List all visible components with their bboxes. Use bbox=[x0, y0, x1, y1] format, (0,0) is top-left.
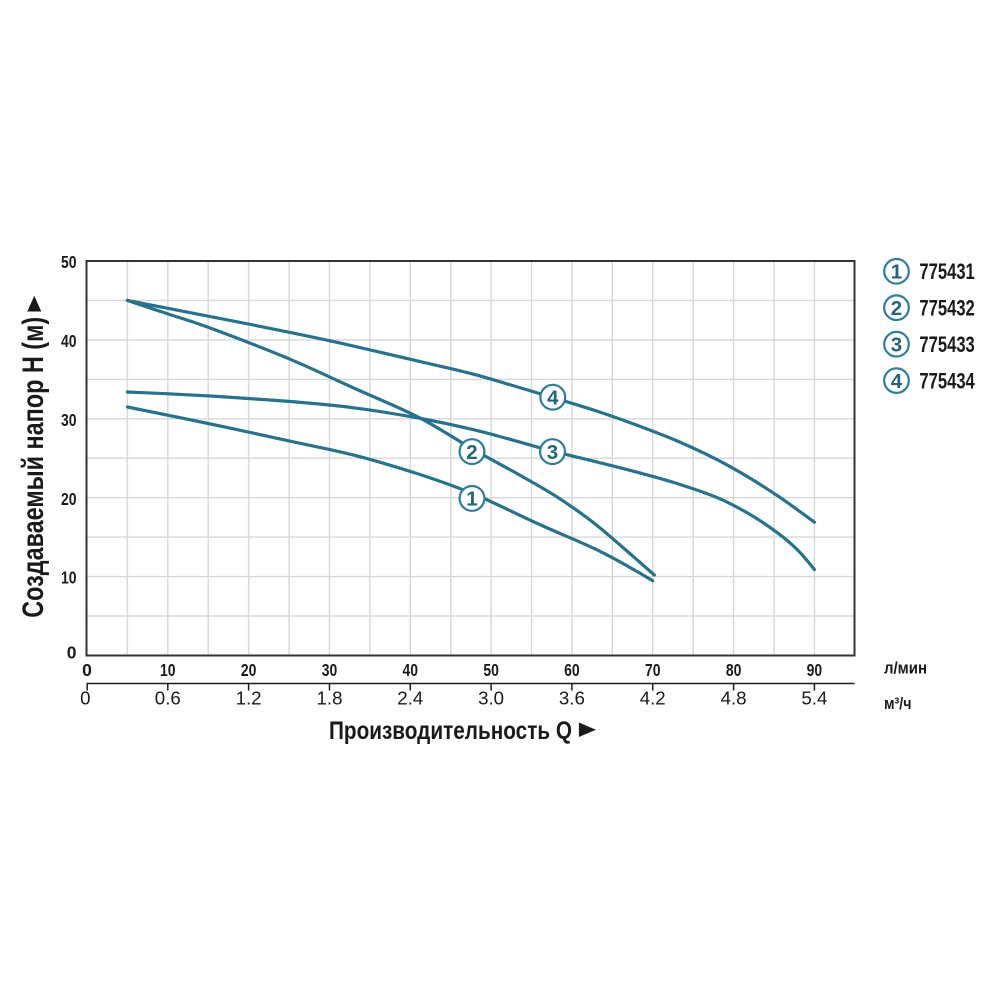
svg-text:4.8: 4.8 bbox=[721, 687, 747, 708]
svg-text:90: 90 bbox=[807, 660, 823, 680]
svg-text:4: 4 bbox=[891, 370, 903, 393]
svg-text:4.2: 4.2 bbox=[640, 687, 666, 708]
svg-text:4: 4 bbox=[547, 387, 559, 410]
svg-text:3: 3 bbox=[891, 334, 902, 357]
svg-text:0.6: 0.6 bbox=[155, 687, 181, 708]
svg-text:3: 3 bbox=[547, 441, 558, 464]
svg-text:2.4: 2.4 bbox=[397, 687, 423, 708]
svg-text:0: 0 bbox=[67, 643, 77, 663]
svg-text:1: 1 bbox=[891, 261, 902, 284]
svg-text:м³/ч: м³/ч bbox=[884, 694, 912, 713]
svg-text:775431: 775431 bbox=[919, 259, 974, 284]
svg-text:2: 2 bbox=[891, 297, 902, 320]
svg-text:1: 1 bbox=[466, 488, 477, 511]
svg-text:50: 50 bbox=[61, 252, 77, 272]
svg-text:40: 40 bbox=[61, 331, 77, 351]
svg-text:20: 20 bbox=[241, 660, 257, 680]
svg-text:10: 10 bbox=[61, 568, 77, 588]
svg-text:775434: 775434 bbox=[919, 368, 975, 393]
svg-text:3.0: 3.0 bbox=[478, 687, 504, 708]
svg-text:2: 2 bbox=[466, 441, 477, 464]
svg-text:1.8: 1.8 bbox=[317, 687, 343, 708]
svg-text:40: 40 bbox=[403, 660, 419, 680]
svg-text:5.4: 5.4 bbox=[801, 687, 827, 708]
svg-text:л/мин: л/мин bbox=[884, 659, 927, 678]
svg-text:50: 50 bbox=[483, 660, 499, 680]
svg-text:0: 0 bbox=[80, 687, 90, 708]
svg-text:1.2: 1.2 bbox=[236, 687, 262, 708]
svg-text:Создаваемый напор H (м): Создаваемый напор H (м) bbox=[17, 317, 50, 618]
svg-text:775433: 775433 bbox=[919, 332, 974, 357]
svg-text:Производительность Q: Производительность Q bbox=[329, 717, 572, 745]
svg-text:10: 10 bbox=[160, 660, 176, 680]
svg-text:60: 60 bbox=[564, 660, 580, 680]
svg-text:20: 20 bbox=[61, 489, 77, 509]
svg-text:0: 0 bbox=[82, 660, 92, 680]
svg-text:30: 30 bbox=[322, 660, 338, 680]
svg-text:80: 80 bbox=[726, 660, 742, 680]
svg-text:3.6: 3.6 bbox=[559, 687, 585, 708]
svg-text:70: 70 bbox=[645, 660, 661, 680]
svg-text:30: 30 bbox=[61, 410, 77, 430]
svg-text:775432: 775432 bbox=[919, 295, 974, 320]
